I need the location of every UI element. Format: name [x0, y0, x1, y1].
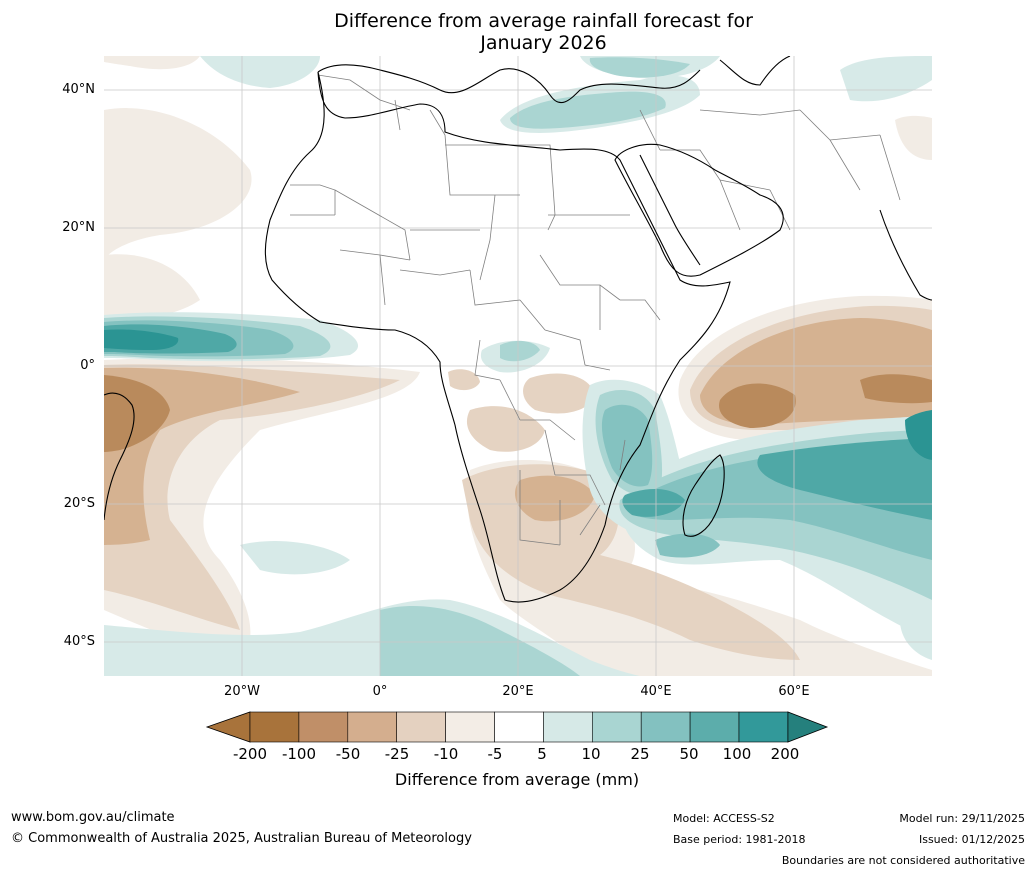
footer-copyright: © Commonwealth of Australia 2025, Austra… — [11, 831, 472, 846]
wet-light-mediterranean — [510, 91, 666, 129]
colorbar-bin — [738, 711, 789, 743]
footer-disclaimer: Boundaries are not considered authoritat… — [781, 854, 1025, 867]
colorbar-title: Difference from average (mm) — [394, 770, 640, 789]
colorbar-extend-low — [205, 711, 251, 743]
map-title: Difference from average rainfall forecas… — [0, 10, 1035, 54]
cb-tick-label: 5 — [537, 745, 547, 763]
footer-model: Model: ACCESS-S2 — [673, 812, 775, 825]
cb-tick-label: -100 — [281, 745, 317, 763]
colorbar — [205, 711, 829, 743]
africa-coast — [264, 71, 731, 603]
colorbar-bin — [591, 711, 642, 743]
dry-strong-indian-ocean — [719, 383, 796, 428]
cb-tick-label: -5 — [487, 745, 503, 763]
graticule — [104, 56, 932, 676]
wet-strong-south-indian — [757, 438, 932, 520]
lon-label-40e: 40°E — [640, 684, 672, 699]
cb-tick-label: 25 — [630, 745, 650, 763]
dry-faint-west-africa-coast — [104, 254, 200, 318]
dry-light-congo — [523, 373, 595, 414]
colorbar-bin — [396, 711, 446, 743]
colorbar-bin — [249, 711, 300, 743]
coastlines — [104, 56, 932, 603]
lon-label-20e: 20°E — [502, 684, 534, 699]
cb-tick-label: 10 — [581, 745, 601, 763]
colorbar-bin — [347, 711, 397, 743]
dry-light-angola — [466, 406, 545, 452]
colorbar-bin — [543, 711, 593, 743]
lat-label-20s: 20°S — [63, 496, 95, 511]
europe-coast — [317, 56, 791, 104]
lon-label-60e: 60°E — [778, 684, 810, 699]
dry-light-south-america — [104, 364, 400, 630]
footer-base-period: Base period: 1981-2018 — [673, 833, 806, 846]
colorbar-bin — [445, 711, 495, 743]
wet-faint-atlantic-nw — [200, 56, 320, 88]
wet-strong-madagascar-west — [622, 488, 685, 517]
title-line-2: January 2026 — [480, 32, 607, 54]
colorbar-bin — [640, 711, 691, 743]
country-borders — [290, 74, 901, 546]
cb-tick-label: -25 — [384, 745, 410, 763]
wet-moderate-southern-coast — [655, 533, 720, 558]
footer-model-run: Model run: 29/11/2025 — [899, 812, 1025, 825]
lon-label-0: 0° — [372, 684, 388, 699]
footer-issued: Issued: 01/12/2025 — [918, 833, 1025, 846]
lat-label-0: 0° — [80, 358, 95, 373]
dry-moderate-zimbabwe — [515, 475, 595, 522]
colorbar-bin — [689, 711, 740, 743]
dry-strong-indian-ocean-east — [860, 374, 932, 404]
lon-label-20w: 20°W — [224, 684, 260, 699]
south-america-coast — [104, 392, 135, 521]
cb-tick-label: -10 — [433, 745, 459, 763]
colorbar-extend-high — [787, 711, 829, 743]
cb-tick-label: -50 — [335, 745, 361, 763]
lat-label-40n: 40°N — [62, 82, 95, 97]
madagascar-coast — [682, 454, 725, 537]
wet-faint-south-atlantic — [240, 540, 350, 575]
title-line-1: Difference from average rainfall forecas… — [334, 10, 753, 32]
wet-light-lake-victoria — [500, 340, 540, 362]
wet-light-black-sea — [589, 57, 690, 78]
wet-faint-mozambique-channel — [900, 611, 932, 660]
colorbar-bin — [494, 711, 544, 743]
india-coast — [879, 209, 932, 301]
footer-website[interactable]: www.bom.gov.au/climate — [11, 810, 175, 825]
cb-tick-label: 100 — [722, 745, 752, 763]
wet-max-indian-ocean-east — [905, 410, 932, 460]
dry-faint-north-atlantic — [104, 108, 252, 260]
dry-light-gulf-guinea — [448, 369, 480, 391]
red-sea-east — [639, 154, 701, 266]
arabia-coast — [614, 143, 784, 277]
dry-faint-med — [104, 56, 200, 70]
cb-tick-label: 200 — [770, 745, 800, 763]
dry-faint-iran — [895, 115, 932, 160]
wet-max-equatorial-atlantic — [104, 329, 179, 350]
cb-tick-label: 50 — [679, 745, 699, 763]
wet-moderate-east-africa — [601, 404, 653, 487]
lat-label-40s: 40°S — [63, 634, 95, 649]
cb-tick-label: -200 — [232, 745, 268, 763]
lat-label-20n: 20°N — [62, 220, 95, 235]
colorbar-bin — [298, 711, 349, 743]
wet-light-southern-ocean — [380, 605, 580, 676]
